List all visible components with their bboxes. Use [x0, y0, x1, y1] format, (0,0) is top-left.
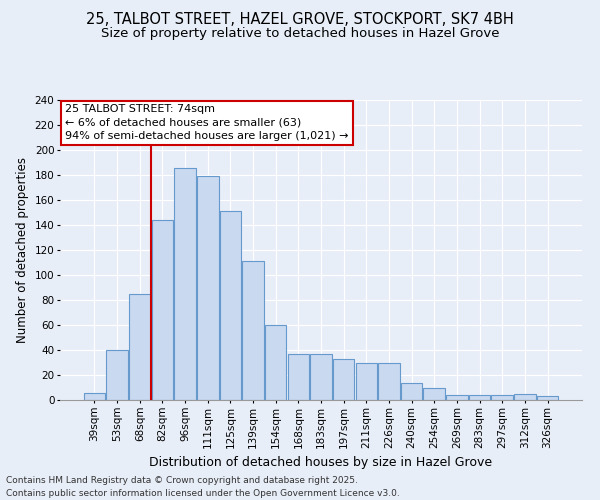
Bar [446, 395, 467, 400]
Text: Size of property relative to detached houses in Hazel Grove: Size of property relative to detached ho… [101, 28, 499, 40]
Bar [333, 359, 355, 400]
Bar [129, 294, 151, 400]
Bar [378, 362, 400, 400]
Bar [356, 362, 377, 400]
Text: 25 TALBOT STREET: 74sqm
← 6% of detached houses are smaller (63)
94% of semi-det: 25 TALBOT STREET: 74sqm ← 6% of detached… [65, 104, 349, 141]
Bar [175, 168, 196, 400]
X-axis label: Distribution of detached houses by size in Hazel Grove: Distribution of detached houses by size … [149, 456, 493, 469]
Bar [197, 176, 218, 400]
Bar [152, 220, 173, 400]
Bar [220, 211, 241, 400]
Bar [242, 261, 264, 400]
Bar [401, 382, 422, 400]
Bar [491, 395, 513, 400]
Bar [265, 325, 286, 400]
Bar [469, 395, 490, 400]
Bar [84, 392, 105, 400]
Bar [424, 388, 445, 400]
Bar [310, 354, 332, 400]
Bar [514, 394, 536, 400]
Y-axis label: Number of detached properties: Number of detached properties [16, 157, 29, 343]
Text: Contains HM Land Registry data © Crown copyright and database right 2025.
Contai: Contains HM Land Registry data © Crown c… [6, 476, 400, 498]
Text: 25, TALBOT STREET, HAZEL GROVE, STOCKPORT, SK7 4BH: 25, TALBOT STREET, HAZEL GROVE, STOCKPOR… [86, 12, 514, 28]
Bar [537, 396, 558, 400]
Bar [287, 354, 309, 400]
Bar [106, 350, 128, 400]
